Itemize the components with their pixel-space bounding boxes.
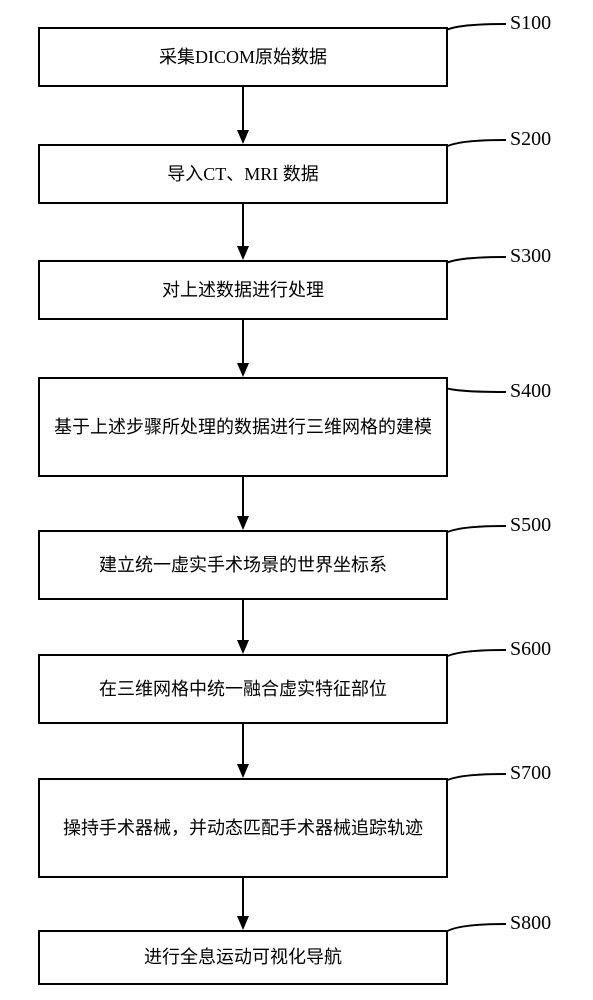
flow-node-text: 对上述数据进行处理 (162, 273, 324, 307)
arrow-n4-n5 (233, 477, 253, 530)
label-connector-S600 (446, 648, 508, 672)
step-label-S700: S700 (510, 762, 551, 785)
arrow-n6-n7 (233, 724, 253, 778)
arrow-n2-n3 (233, 204, 253, 260)
flow-node-text: 建立统一虚实手术场景的世界坐标系 (99, 548, 387, 582)
flow-node-text: 操持手术器械，并动态匹配手术器械追踪轨迹 (63, 811, 423, 845)
step-label-S300: S300 (510, 245, 551, 268)
label-connector-S400 (446, 375, 508, 410)
flow-node-n1: 采集DICOM原始数据 (38, 27, 448, 87)
label-connector-S800 (446, 922, 508, 948)
flow-node-n3: 对上述数据进行处理 (38, 260, 448, 320)
step-label-S800: S800 (510, 912, 551, 935)
flow-node-n5: 建立统一虚实手术场景的世界坐标系 (38, 530, 448, 600)
flowchart-canvas: 采集DICOM原始数据 S100 导入CT、MRI 数据 S200 对上述数据进行处理 S… (0, 0, 593, 1000)
step-label-S100: S100 (510, 12, 551, 35)
label-connector-S100 (446, 22, 508, 45)
step-label-S400: S400 (510, 380, 551, 403)
label-connector-S300 (446, 255, 508, 278)
arrow-n5-n6 (233, 600, 253, 654)
flow-node-n4: 基于上述步骤所处理的数据进行三维网格的建模 (38, 377, 448, 477)
step-label-S500: S500 (510, 514, 551, 537)
flow-node-text: 进行全息运动可视化导航 (144, 940, 342, 974)
label-connector-S700 (446, 772, 508, 796)
flow-node-n8: 进行全息运动可视化导航 (38, 930, 448, 985)
step-label-S600: S600 (510, 638, 551, 661)
arrow-n1-n2 (233, 87, 253, 144)
flow-node-text: 导入CT、MRI 数据 (167, 157, 319, 191)
label-connector-S500 (446, 524, 508, 548)
flow-node-text: 在三维网格中统一融合虚实特征部位 (99, 672, 387, 706)
arrow-n3-n4 (233, 320, 253, 377)
label-connector-S200 (446, 138, 508, 162)
flow-node-n6: 在三维网格中统一融合虚实特征部位 (38, 654, 448, 724)
step-label-S200: S200 (510, 128, 551, 151)
flow-node-n7: 操持手术器械，并动态匹配手术器械追踪轨迹 (38, 778, 448, 878)
flow-node-text: 采集DICOM原始数据 (159, 40, 327, 74)
flow-node-n2: 导入CT、MRI 数据 (38, 144, 448, 204)
flow-node-text: 基于上述步骤所处理的数据进行三维网格的建模 (54, 410, 432, 444)
arrow-n7-n8 (233, 878, 253, 930)
